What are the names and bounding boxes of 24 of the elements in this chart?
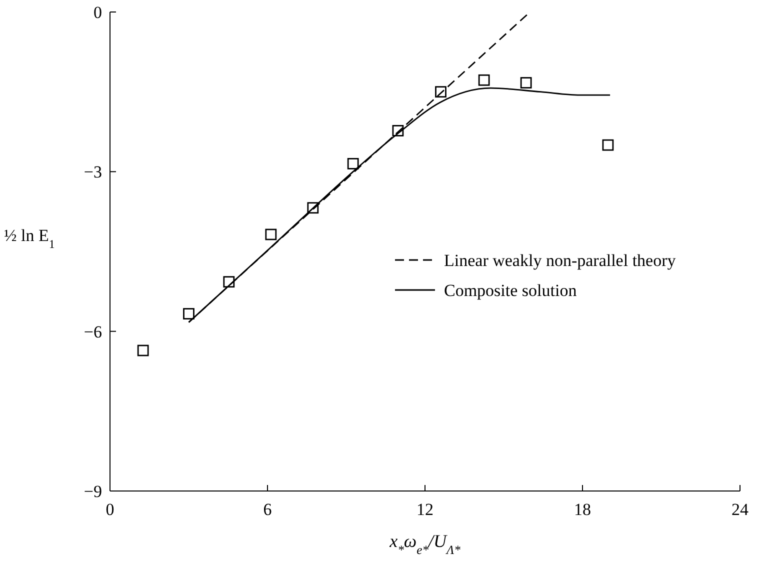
x-axis-title: x$_{*}$ω$_{e*}$/U$_{Λ*}$ — [388, 531, 462, 557]
x-tick-label: 24 — [732, 500, 749, 519]
point — [392, 124, 404, 136]
y-axis-title: ½ ln E$_{1}$ — [4, 226, 55, 251]
point — [223, 276, 235, 288]
y-tick-label: −3 — [84, 162, 102, 182]
point — [137, 344, 149, 356]
x-tick-label: 0 — [106, 500, 114, 519]
point — [265, 228, 277, 240]
point — [183, 308, 194, 320]
x-tick-label: 6 — [263, 500, 272, 519]
y-tick-label: 0 — [94, 3, 102, 22]
point — [435, 86, 446, 98]
legend-label: Linear weakly non-parallel theory — [444, 251, 676, 270]
x-tick-label: 12 — [416, 500, 434, 519]
y-tick-label: −6 — [84, 322, 102, 342]
point — [307, 202, 319, 214]
point — [602, 139, 614, 151]
x-tick-label: 18 — [574, 500, 591, 519]
point — [347, 158, 359, 170]
y-tick-label: −9 — [84, 482, 102, 501]
point — [478, 74, 490, 86]
point — [520, 77, 532, 88]
legend-label: Composite solution — [444, 281, 578, 300]
